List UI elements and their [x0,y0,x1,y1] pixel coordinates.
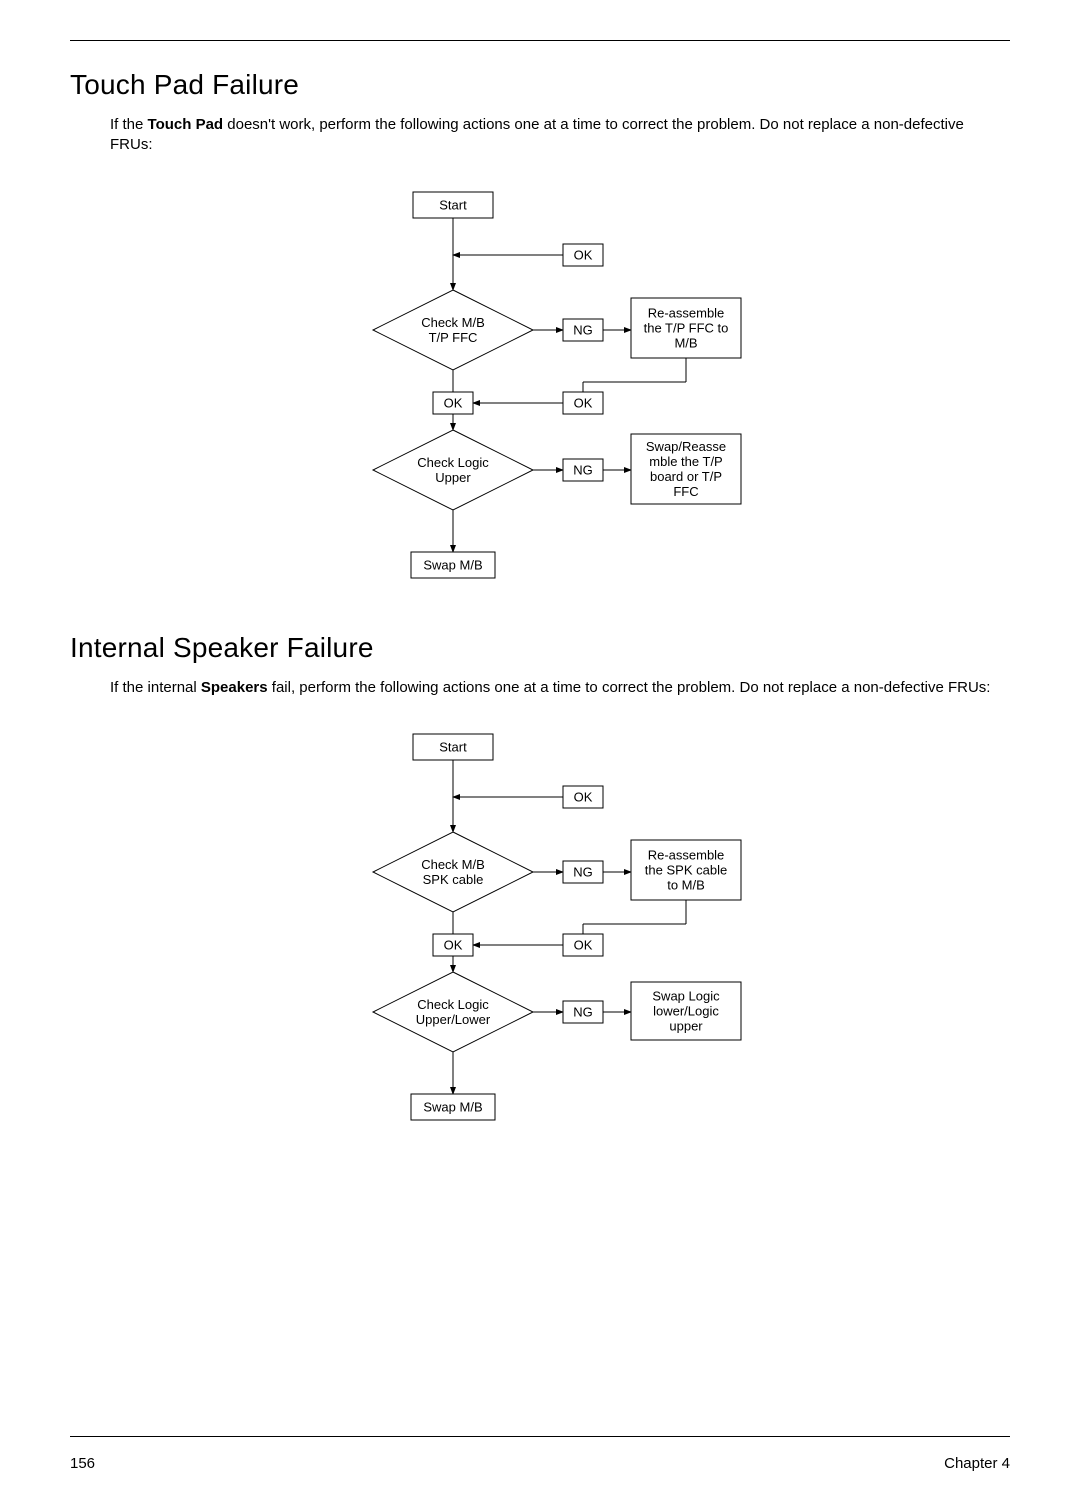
svg-text:OK: OK [444,937,463,952]
footer-row: 156 Chapter 4 [70,1455,1010,1472]
svg-text:Re-assemble: Re-assemble [648,847,725,862]
svg-text:Start: Start [439,739,467,754]
svg-text:T/P FFC: T/P FFC [429,330,478,345]
svg-text:to M/B: to M/B [667,877,705,892]
svg-text:OK: OK [444,395,463,410]
svg-text:FFC: FFC [673,484,698,499]
svg-text:board or T/P: board or T/P [650,469,722,484]
svg-text:OK: OK [574,789,593,804]
text: If the [110,116,148,133]
section2-intro: If the internal Speakers fail, perform t… [110,678,1010,698]
page: Touch Pad Failure If the Touch Pad doesn… [0,0,1080,1512]
svg-text:upper: upper [669,1018,703,1033]
section1-intro: If the Touch Pad doesn't work, perform t… [110,115,1010,156]
svg-text:Upper/Lower: Upper/Lower [416,1012,491,1027]
svg-text:Check M/B: Check M/B [421,857,485,872]
svg-text:NG: NG [573,1004,593,1019]
svg-text:OK: OK [574,247,593,262]
section1-title: Touch Pad Failure [70,69,1010,101]
speaker-flowchart: Start OK Check M/BSPK cable NG Re-assembleth… [305,724,775,1134]
svg-text:NG: NG [573,864,593,879]
svg-text:M/B: M/B [674,335,697,350]
page-footer: 156 Chapter 4 [70,1436,1010,1472]
chapter-label: Chapter 4 [944,1455,1010,1472]
text-bold: Speakers [201,679,268,696]
svg-text:lower/Logic: lower/Logic [653,1003,719,1018]
svg-text:Start: Start [439,197,467,212]
svg-text:Check Logic: Check Logic [417,997,489,1012]
section2-title: Internal Speaker Failure [70,632,1010,664]
svg-text:Swap M/B: Swap M/B [423,1099,482,1114]
svg-text:NG: NG [573,462,593,477]
svg-text:Check Logic: Check Logic [417,455,489,470]
page-number: 156 [70,1455,95,1472]
text: fail, perform the following actions one … [268,679,991,696]
footer-rule [70,1436,1010,1437]
svg-text:SPK cable: SPK cable [423,872,484,887]
svg-text:the T/P FFC to: the T/P FFC to [644,320,729,335]
top-rule [70,40,1010,41]
svg-text:Swap Logic: Swap Logic [652,988,720,1003]
svg-text:Re-assemble: Re-assemble [648,305,725,320]
svg-text:Swap M/B: Swap M/B [423,557,482,572]
text: If the internal [110,679,201,696]
svg-text:OK: OK [574,937,593,952]
svg-text:Upper: Upper [435,470,471,485]
svg-text:mble the T/P: mble the T/P [649,454,722,469]
svg-text:Check M/B: Check M/B [421,315,485,330]
text-bold: Touch Pad [148,116,224,133]
svg-text:the SPK cable: the SPK cable [645,862,727,877]
svg-text:Swap/Reasse: Swap/Reasse [646,439,726,454]
svg-text:OK: OK [574,395,593,410]
svg-text:NG: NG [573,322,593,337]
text: doesn't work, perform the following acti… [110,116,964,153]
touchpad-flowchart: Start OK Check M/BT/P FFC NG Re-assemblethe … [305,182,775,592]
